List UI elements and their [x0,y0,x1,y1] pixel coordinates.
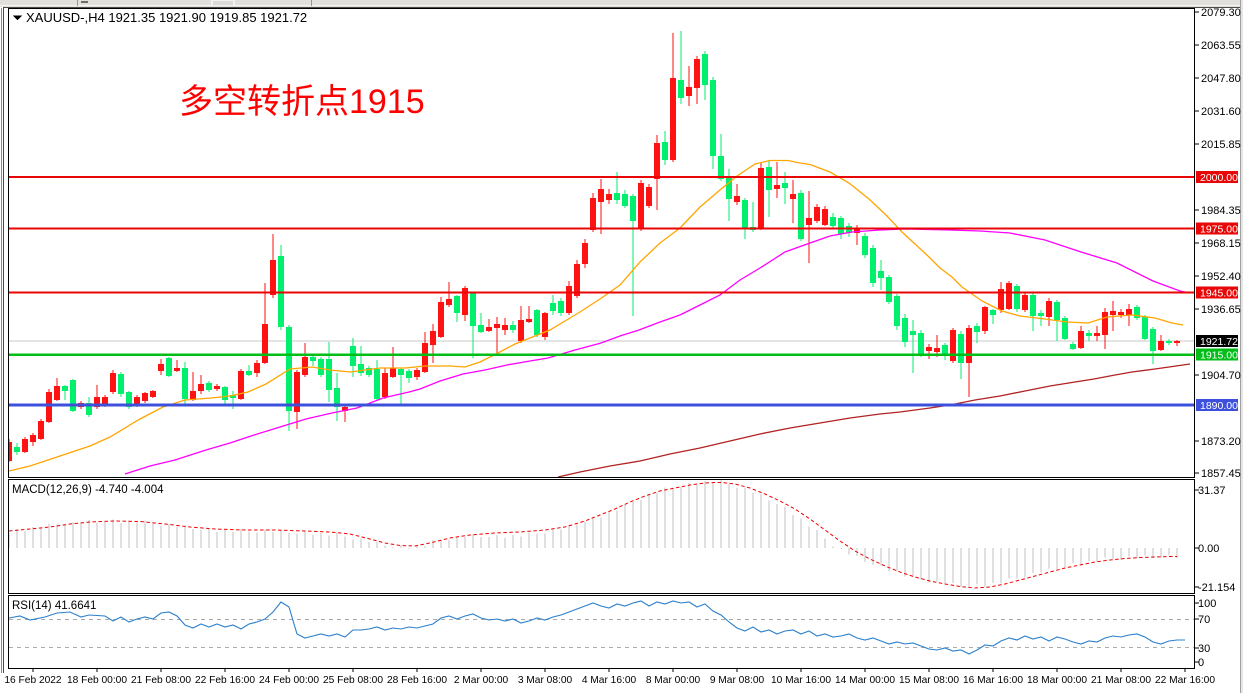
svg-text:28 Feb 16:00: 28 Feb 16:00 [387,675,447,686]
svg-text:25 Feb 08:00: 25 Feb 08:00 [323,675,383,686]
svg-text:1936.65: 1936.65 [1201,304,1241,316]
svg-text:1975.00: 1975.00 [1200,223,1238,235]
svg-text:2 Mar 00:00: 2 Mar 00:00 [454,675,509,686]
svg-text:1921.72: 1921.72 [1200,336,1238,348]
svg-text:15 Mar 08:00: 15 Mar 08:00 [899,675,959,686]
svg-text:18 Mar 00:00: 18 Mar 00:00 [1027,675,1087,686]
svg-text:21 Feb 08:00: 21 Feb 08:00 [131,675,191,686]
svg-text:1952.40: 1952.40 [1201,271,1241,283]
svg-text:2031.60: 2031.60 [1201,106,1241,118]
svg-text:1857.45: 1857.45 [1201,468,1241,480]
svg-text:21 Mar 08:00: 21 Mar 08:00 [1091,675,1151,686]
svg-text:1890.00: 1890.00 [1200,400,1238,412]
svg-text:70: 70 [1198,614,1210,626]
svg-text:22 Mar 16:00: 22 Mar 16:00 [1155,675,1215,686]
svg-text:8 Mar 00:00: 8 Mar 00:00 [646,675,701,686]
svg-text:2079.30: 2079.30 [1201,7,1241,19]
svg-text:9 Mar 08:00: 9 Mar 08:00 [710,675,765,686]
svg-text:RSI(14) 41.6641: RSI(14) 41.6641 [12,600,96,612]
svg-text:10 Mar 16:00: 10 Mar 16:00 [771,675,831,686]
svg-text:0: 0 [1198,657,1204,669]
svg-text:2000.00: 2000.00 [1200,172,1238,184]
svg-text:2015.85: 2015.85 [1201,139,1241,151]
svg-text:2047.80: 2047.80 [1201,73,1241,85]
svg-text:1873.20: 1873.20 [1201,436,1241,448]
svg-text:1984.35: 1984.35 [1201,205,1241,217]
svg-text:-21.154: -21.154 [1198,582,1235,594]
svg-text:3 Mar 08:00: 3 Mar 08:00 [518,675,573,686]
svg-text:100: 100 [1198,598,1216,610]
svg-text:4 Mar 16:00: 4 Mar 16:00 [582,675,637,686]
svg-text:2063.55: 2063.55 [1201,40,1241,52]
svg-text:18 Feb 00:00: 18 Feb 00:00 [67,675,127,686]
svg-text:30: 30 [1198,643,1210,655]
svg-text:0.00: 0.00 [1198,543,1219,555]
svg-text:14 Mar 00:00: 14 Mar 00:00 [835,675,895,686]
svg-text:1968.15: 1968.15 [1201,238,1241,250]
svg-text:24 Feb 00:00: 24 Feb 00:00 [259,675,319,686]
svg-text:1915.00: 1915.00 [1200,349,1238,361]
svg-text:31.37: 31.37 [1198,485,1226,497]
svg-text:MACD(12,26,9) -4.740 -4.004: MACD(12,26,9) -4.740 -4.004 [12,484,164,496]
svg-text:1945.00: 1945.00 [1200,287,1238,299]
svg-text:16 Feb 2022: 16 Feb 2022 [4,675,62,686]
svg-text:多空转折点1915: 多空转折点1915 [179,83,425,121]
svg-text:1904.70: 1904.70 [1201,370,1241,382]
svg-text:XAUUSD-,H4 1921.35 1921.90 19: XAUUSD-,H4 1921.35 1921.90 1919.85 1921.… [26,10,307,25]
svg-text:16 Mar 16:00: 16 Mar 16:00 [963,675,1023,686]
svg-text:22 Feb 16:00: 22 Feb 16:00 [195,675,255,686]
